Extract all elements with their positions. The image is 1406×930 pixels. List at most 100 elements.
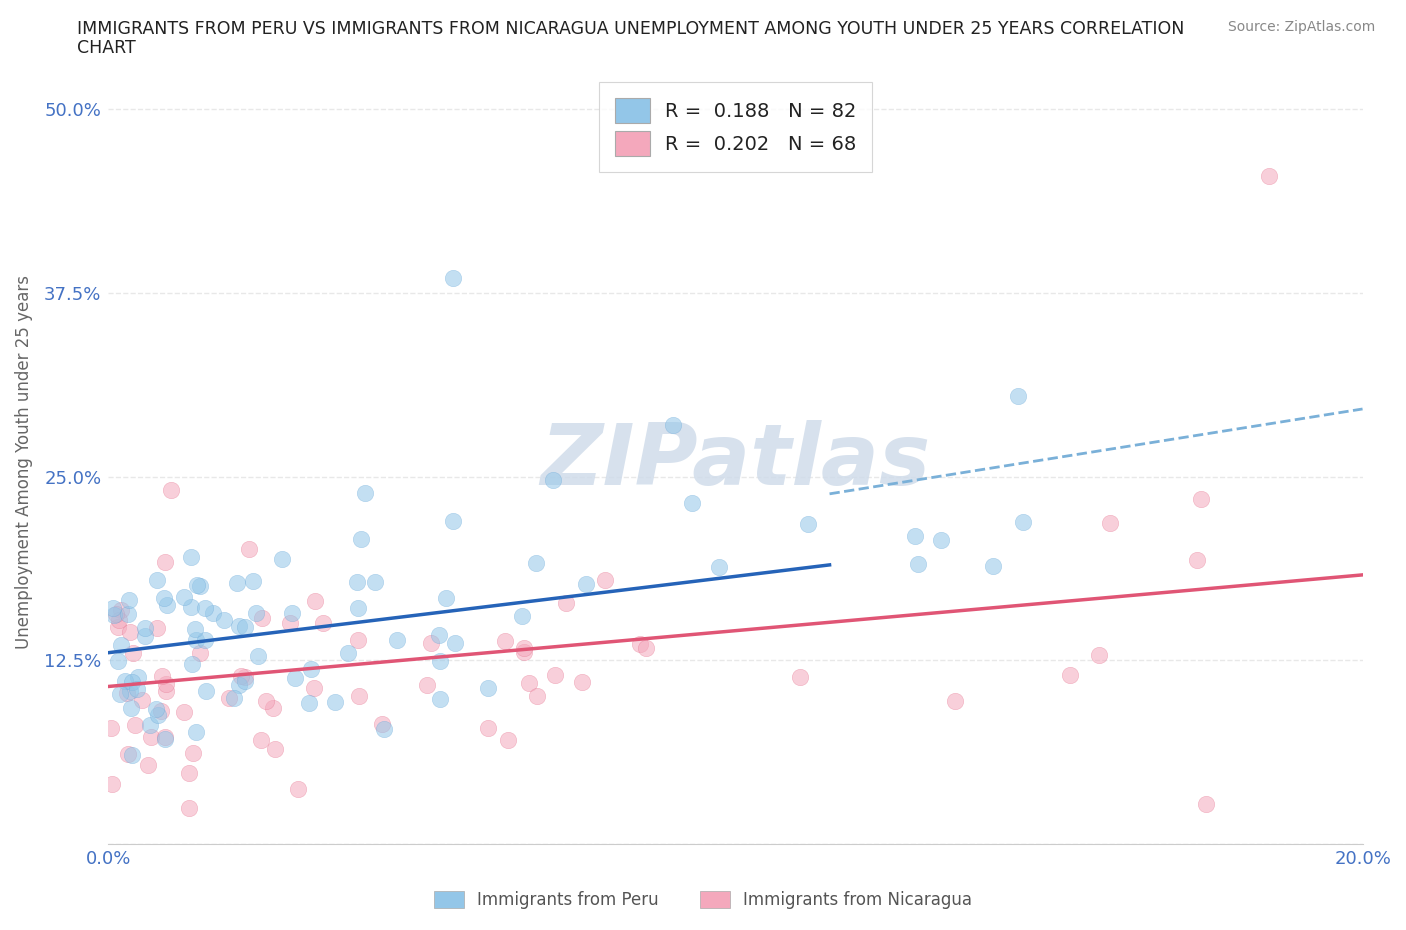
Point [110, 603, 132, 618]
Point [110, 638, 132, 653]
Point [195, 684, 218, 698]
Point [139, 729, 162, 744]
Point [218, 691, 240, 706]
Point [188, 578, 211, 593]
Point [907, 556, 929, 571]
Point [125, 682, 148, 697]
Point [1012, 514, 1035, 529]
Point [107, 653, 129, 668]
Point [117, 746, 139, 761]
Point [122, 645, 145, 660]
Point [336, 645, 359, 660]
Legend: R =  0.188   N = 82, R =  0.202   N = 68: R = 0.188 N = 82, R = 0.202 N = 68 [599, 82, 872, 172]
Point [184, 632, 207, 647]
Point [155, 676, 177, 691]
Point [249, 732, 271, 747]
Point [124, 718, 146, 733]
Point [904, 529, 927, 544]
Point [796, 516, 818, 531]
Point [173, 705, 195, 720]
Point [595, 572, 617, 587]
Point [271, 552, 294, 567]
Point [131, 693, 153, 708]
Point [575, 576, 598, 591]
Point [134, 629, 156, 644]
Point [250, 611, 273, 626]
Point [103, 607, 125, 622]
Point [180, 657, 202, 671]
Point [427, 628, 450, 643]
Point [179, 766, 201, 781]
Point [100, 721, 122, 736]
Point [127, 670, 149, 684]
Point [496, 733, 519, 748]
Point [1007, 389, 1029, 404]
Point [136, 757, 159, 772]
Point [180, 550, 202, 565]
Point [194, 601, 217, 616]
Point [254, 694, 277, 709]
Point [544, 668, 567, 683]
Point [444, 635, 467, 650]
Point [512, 644, 534, 659]
Point [118, 624, 141, 639]
Point [943, 694, 966, 709]
Point [233, 673, 256, 688]
Point [662, 418, 685, 432]
Point [233, 619, 256, 634]
Point [101, 777, 124, 791]
Point [108, 687, 131, 702]
Point [153, 732, 176, 747]
Point [153, 591, 176, 605]
Point [108, 613, 131, 628]
Point [1257, 168, 1279, 183]
Point [789, 670, 811, 684]
Point [350, 532, 373, 547]
Point [114, 673, 136, 688]
Y-axis label: Unemployment Among Youth under 25 years: Unemployment Among Youth under 25 years [15, 275, 32, 649]
Point [370, 716, 392, 731]
Point [554, 595, 576, 610]
Point [347, 689, 370, 704]
Point [264, 741, 287, 756]
Point [1059, 668, 1081, 683]
Point [262, 700, 284, 715]
Point [118, 684, 141, 699]
Text: IMMIGRANTS FROM PERU VS IMMIGRANTS FROM NICARAGUA UNEMPLOYMENT AMONG YOUTH UNDER: IMMIGRANTS FROM PERU VS IMMIGRANTS FROM … [77, 20, 1185, 38]
Point [441, 513, 464, 528]
Point [981, 559, 1004, 574]
Point [179, 801, 201, 816]
Point [323, 695, 346, 710]
Point [148, 708, 170, 723]
Point [524, 555, 547, 570]
Point [299, 661, 322, 676]
Point [134, 621, 156, 636]
Point [156, 598, 179, 613]
Point [1195, 796, 1218, 811]
Point [150, 703, 173, 718]
Point [1088, 647, 1111, 662]
Point [231, 669, 253, 684]
Point [120, 701, 142, 716]
Point [513, 640, 536, 655]
Point [224, 690, 246, 705]
Point [150, 669, 173, 684]
Point [477, 720, 499, 735]
Point [707, 560, 730, 575]
Point [146, 620, 169, 635]
Point [233, 670, 256, 684]
Point [153, 554, 176, 569]
Point [312, 616, 335, 631]
Point [429, 653, 451, 668]
Text: CHART: CHART [77, 39, 136, 57]
Point [281, 605, 304, 620]
Point [173, 590, 195, 604]
Point [121, 674, 143, 689]
Point [346, 575, 368, 590]
Point [284, 671, 307, 685]
Point [510, 609, 533, 624]
Point [1189, 492, 1212, 507]
Point [186, 578, 208, 592]
Point [184, 621, 207, 636]
Point [434, 591, 457, 605]
